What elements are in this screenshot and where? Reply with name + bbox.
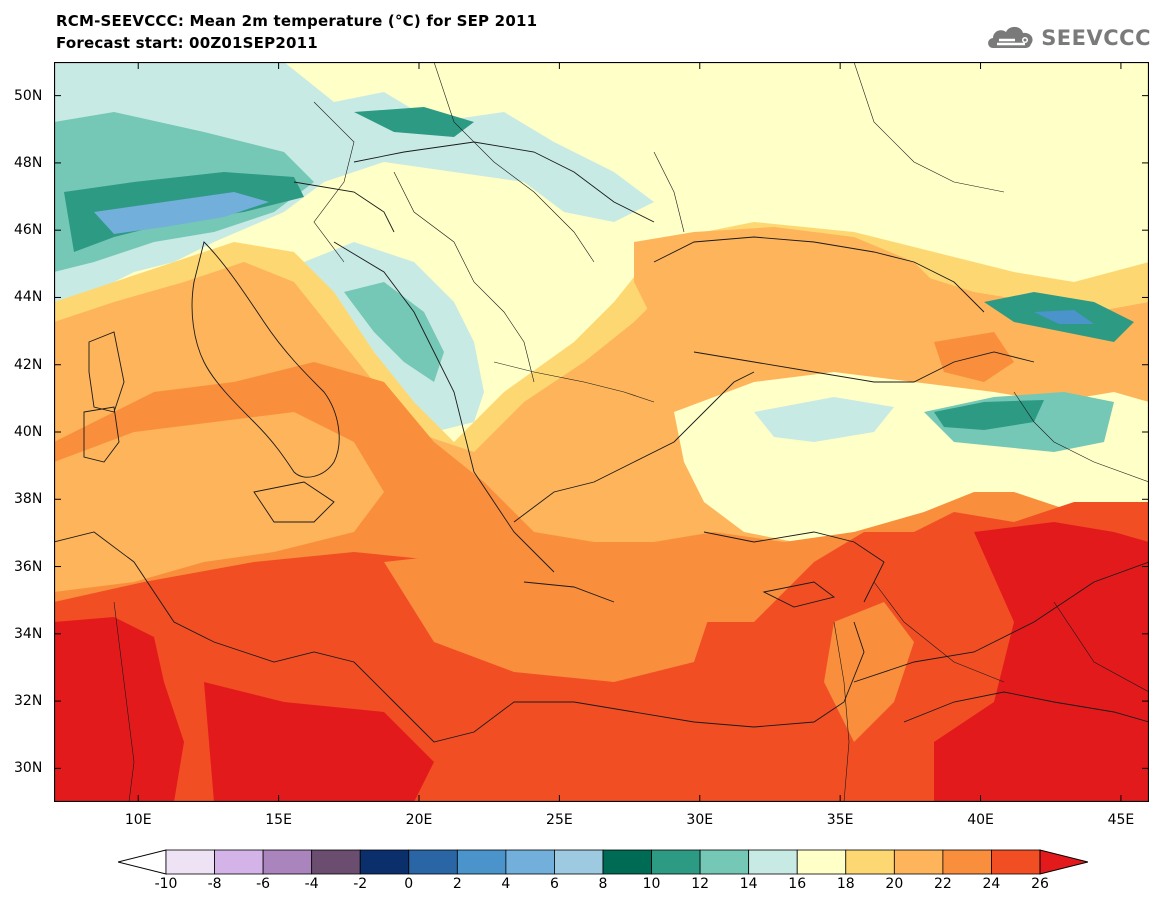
logo-text: SEEVCCC [1041, 26, 1151, 50]
temp-band-10-12-carpathians [354, 107, 474, 137]
colorbar-tick-label: -2 [353, 876, 368, 892]
seevccc-logo: SEEVCCC [985, 22, 1151, 54]
temperature-map [54, 62, 1149, 802]
colorbar-over-triangle [1039, 849, 1088, 875]
temp-above-26-libya [204, 682, 434, 802]
colorbar [118, 849, 1088, 875]
temp-band-4-6-alps [94, 192, 269, 234]
colorbar-swatch [845, 849, 895, 875]
colorbar-tick-label: 6 [549, 876, 559, 892]
colorbar-tick-label: 12 [691, 876, 710, 892]
colorbar-tick-label: 4 [501, 876, 511, 892]
latitude-tick-label: 32N [14, 693, 43, 710]
latitude-tick-label: 44N [14, 289, 43, 306]
colorbar-swatch [408, 849, 458, 875]
colorbar-tick-label: 8 [598, 876, 608, 892]
latitude-tick-label: 34N [14, 625, 43, 642]
colorbar-under-triangle [118, 849, 167, 875]
colorbar-swatch [554, 849, 604, 875]
colorbar-tick-label: 20 [885, 876, 904, 892]
anatolia-cold-spot [934, 400, 1044, 430]
temp-above-26-arabia [934, 522, 1149, 802]
latitude-tick-label: 38N [14, 491, 43, 508]
colorbar-swatch [651, 849, 701, 875]
colorbar-tick-label: 10 [642, 876, 661, 892]
colorbar-swatch [602, 849, 652, 875]
cloud-logo-icon [988, 26, 1033, 48]
latitude-tick-label: 46N [14, 222, 43, 239]
longitude-tick-label: 15E [265, 812, 292, 828]
temp-band-12-14-balkans [344, 282, 444, 382]
colorbar-tick-label: 26 [1031, 876, 1049, 892]
latitude-tick-label: 50N [14, 87, 43, 104]
colorbar-tick-label: 22 [933, 876, 952, 892]
latitude-tick-label: 36N [14, 558, 43, 575]
colorbar-swatch [699, 849, 750, 875]
longitude-tick-label: 40E [967, 812, 994, 828]
levant-band [824, 602, 914, 742]
colorbar-tick-label: 0 [404, 876, 414, 892]
colorbar-swatch [165, 849, 215, 875]
latitude-tick-label: 42N [14, 356, 43, 373]
country-borders [113, 62, 1149, 802]
longitude-tick-label: 10E [124, 812, 152, 828]
longitude-tick-label: 20E [405, 812, 433, 828]
italy-sicily-band [54, 412, 384, 592]
colorbar-swatch [505, 849, 555, 875]
colorbar-tick-label: -10 [154, 876, 178, 892]
colorbar-swatch [359, 849, 410, 875]
latitude-tick-label: 30N [14, 760, 43, 777]
colorbar-swatch [748, 849, 798, 875]
anatolia-cool-spot [754, 397, 894, 442]
colorbar-swatch [311, 849, 361, 875]
colorbar-swatch [456, 849, 507, 875]
colorbar-tick-label: 18 [836, 876, 855, 892]
colorbar-tick-label: 2 [452, 876, 462, 892]
east-med-sea-band [384, 552, 714, 682]
temp-above-26-libya-west [54, 617, 184, 802]
coastlines [54, 141, 1149, 743]
colorbar-tick-label: -6 [256, 876, 271, 892]
latitude-tick-label: 48N [14, 154, 43, 171]
colorbar-tick-label: 14 [739, 876, 758, 892]
colorbar-tick-label: -4 [304, 876, 319, 892]
latitude-tick-label: 40N [14, 424, 43, 440]
longitude-tick-label: 30E [686, 812, 714, 828]
colorbar-tick-label: 16 [788, 876, 807, 892]
colorbar-swatch [942, 849, 992, 875]
longitude-tick-label: 45E [1107, 812, 1135, 828]
longitude-tick-label: 25E [546, 812, 573, 828]
colorbar-swatch [214, 849, 264, 875]
caucasus-colder-spot [1034, 310, 1094, 324]
colorbar-swatch [991, 849, 1041, 875]
forecast-start-subtitle: Forecast start: 00Z01SEP2011 [56, 34, 318, 52]
colorbar-swatch [796, 849, 847, 875]
longitude-tick-label: 35E [826, 812, 854, 828]
colorbar-tick-label: -8 [207, 876, 222, 892]
colorbar-swatch [262, 849, 313, 875]
colorbar-tick-label: 24 [982, 876, 1001, 892]
black-sea-warm-band [634, 227, 954, 382]
map-title: RCM-SEEVCCC: Mean 2m temperature (°C) fo… [56, 12, 538, 30]
colorbar-swatch [893, 849, 944, 875]
